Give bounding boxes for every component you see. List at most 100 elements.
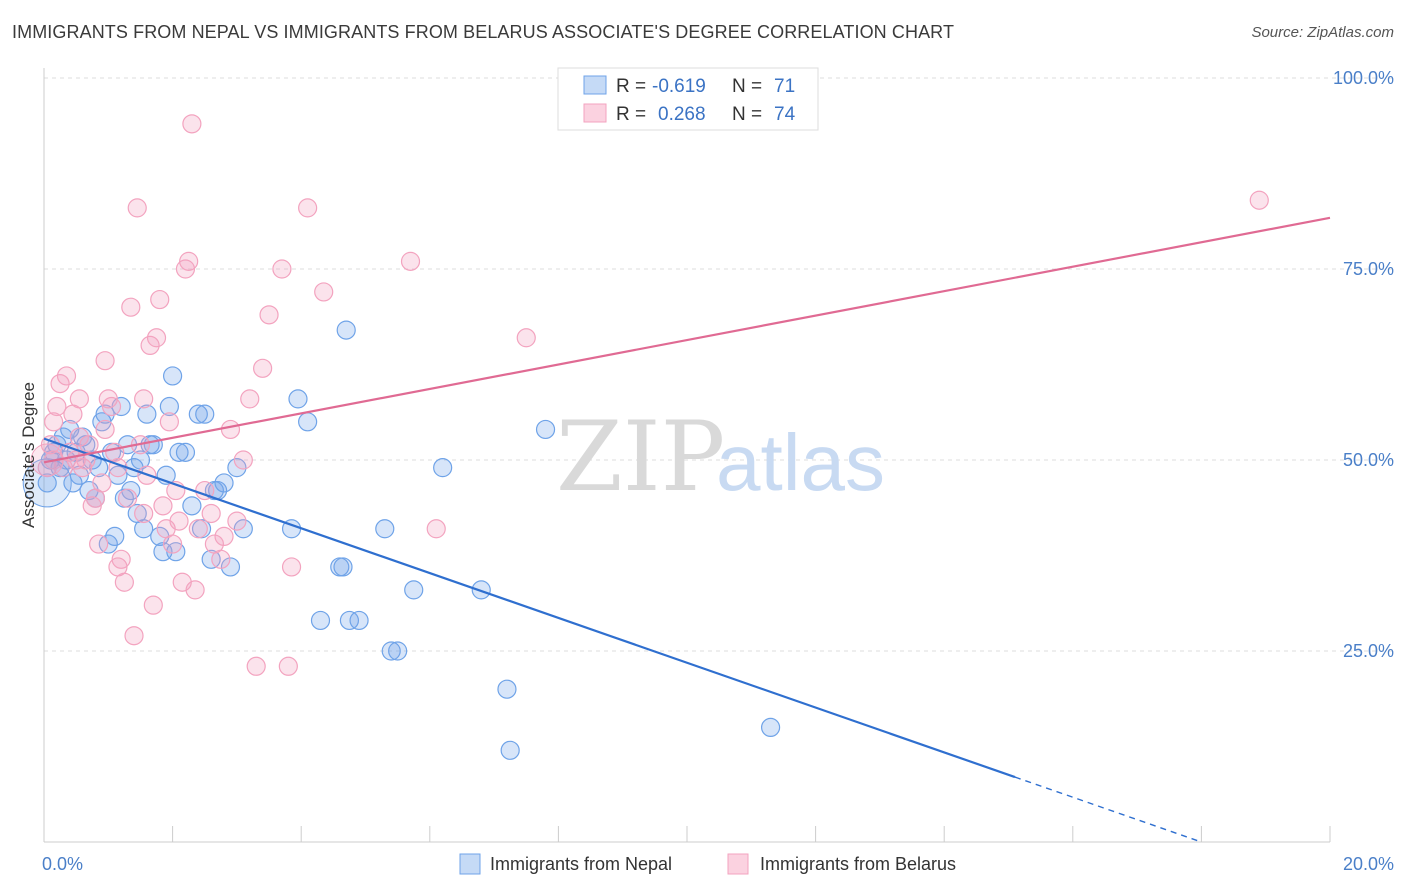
- data-point: [375, 519, 395, 539]
- legend: R = -0.619 N = 71 R = 0.268 N = 74: [557, 67, 819, 131]
- data-point: [314, 282, 334, 302]
- bottom-legend: Immigrants from Nepal Immigrants from Be…: [459, 853, 956, 875]
- bottom-legend-swatch-belarus: [727, 853, 749, 875]
- data-point: [163, 534, 183, 554]
- bottom-legend-swatch-nepal: [459, 853, 481, 875]
- data-points: [22, 114, 1269, 760]
- data-point: [288, 389, 308, 409]
- data-point: [195, 404, 215, 424]
- data-point: [381, 641, 401, 661]
- data-point: [44, 412, 64, 432]
- data-point: [121, 297, 141, 317]
- data-point: [349, 610, 369, 631]
- trend-line-0: [43, 437, 1016, 779]
- legend-n-label-belarus: N =: [732, 104, 762, 125]
- data-point: [760, 717, 781, 738]
- data-point: [246, 656, 266, 676]
- data-point: [140, 335, 160, 355]
- data-point: [278, 656, 298, 676]
- data-point: [150, 289, 170, 310]
- data-point: [82, 450, 102, 470]
- y-tick-label: 75.0%: [1343, 259, 1394, 279]
- data-point: [169, 442, 189, 462]
- data-point: [227, 458, 247, 478]
- data-point: [426, 519, 446, 539]
- data-point: [227, 511, 247, 531]
- data-point: [47, 396, 67, 417]
- y-axis-title: Associate's Degree: [19, 382, 38, 528]
- y-tick-labels: 25.0% 50.0% 75.0% 100.0%: [1333, 68, 1394, 661]
- data-point: [220, 557, 241, 577]
- data-point: [253, 358, 273, 378]
- data-point: [127, 198, 147, 218]
- data-point: [339, 610, 360, 631]
- legend-r-value-belarus: 0.268: [658, 104, 706, 125]
- bottom-legend-label-belarus: Immigrants from Belarus: [760, 854, 956, 874]
- data-point: [117, 488, 138, 508]
- data-point: [169, 511, 189, 531]
- chart-source: Source: ZipAtlas.com: [1251, 24, 1394, 41]
- legend-n-label-nepal: N =: [732, 76, 762, 97]
- legend-swatch-belarus: [583, 103, 607, 123]
- watermark-zip: ZIP: [556, 401, 725, 513]
- data-point: [30, 443, 64, 477]
- data-point: [298, 412, 318, 432]
- legend-n-value-belarus: 74: [774, 104, 796, 125]
- trend-line-1: [43, 216, 1331, 464]
- data-point: [175, 442, 196, 462]
- data-point: [95, 404, 115, 424]
- data-point: [179, 251, 199, 271]
- data-point: [137, 404, 157, 424]
- data-point: [114, 572, 134, 592]
- data-point: [143, 595, 163, 615]
- data-point: [159, 396, 179, 417]
- data-point: [69, 389, 89, 409]
- data-point: [400, 251, 421, 271]
- data-point: [159, 412, 179, 432]
- data-point: [69, 427, 89, 447]
- data-point: [124, 626, 144, 646]
- data-point: [516, 328, 536, 348]
- data-point: [214, 473, 234, 493]
- data-point: [220, 419, 241, 440]
- legend-n-value-nepal: 71: [774, 76, 795, 97]
- x-tick-label: 20.0%: [1343, 854, 1394, 874]
- legend-swatch-nepal: [583, 75, 607, 95]
- data-point: [146, 328, 167, 348]
- data-point: [201, 503, 221, 524]
- data-point: [404, 580, 424, 600]
- data-point: [233, 450, 253, 470]
- data-point: [111, 549, 131, 569]
- y-tick-label: 50.0%: [1343, 450, 1394, 470]
- data-point: [108, 465, 128, 485]
- data-point: [89, 534, 109, 554]
- y-tick-label: 25.0%: [1343, 641, 1394, 661]
- data-point: [298, 198, 318, 218]
- data-point: [1249, 190, 1269, 210]
- data-point: [500, 740, 520, 760]
- legend-r-label-nepal: R =: [616, 76, 646, 97]
- data-point: [153, 496, 173, 516]
- watermark: ZIP atlas: [556, 401, 885, 513]
- data-point: [105, 526, 125, 547]
- data-point: [281, 557, 302, 577]
- data-point: [310, 610, 331, 631]
- axes: [43, 68, 1331, 843]
- data-point: [535, 419, 556, 440]
- gridlines: [44, 77, 1394, 652]
- data-point: [92, 473, 112, 493]
- data-point: [188, 404, 208, 424]
- data-point: [134, 389, 154, 409]
- data-point: [95, 351, 115, 371]
- data-point: [188, 519, 208, 539]
- data-point: [37, 473, 57, 493]
- data-point: [259, 305, 279, 325]
- x-tick-labels: 0.0% 20.0%: [42, 854, 1394, 874]
- trend-lines: [43, 216, 1331, 843]
- y-tick-label: 100.0%: [1333, 68, 1394, 88]
- data-point: [63, 473, 83, 493]
- data-point: [240, 389, 260, 409]
- data-point: [214, 526, 234, 547]
- data-point: [56, 366, 77, 386]
- data-point: [211, 549, 231, 569]
